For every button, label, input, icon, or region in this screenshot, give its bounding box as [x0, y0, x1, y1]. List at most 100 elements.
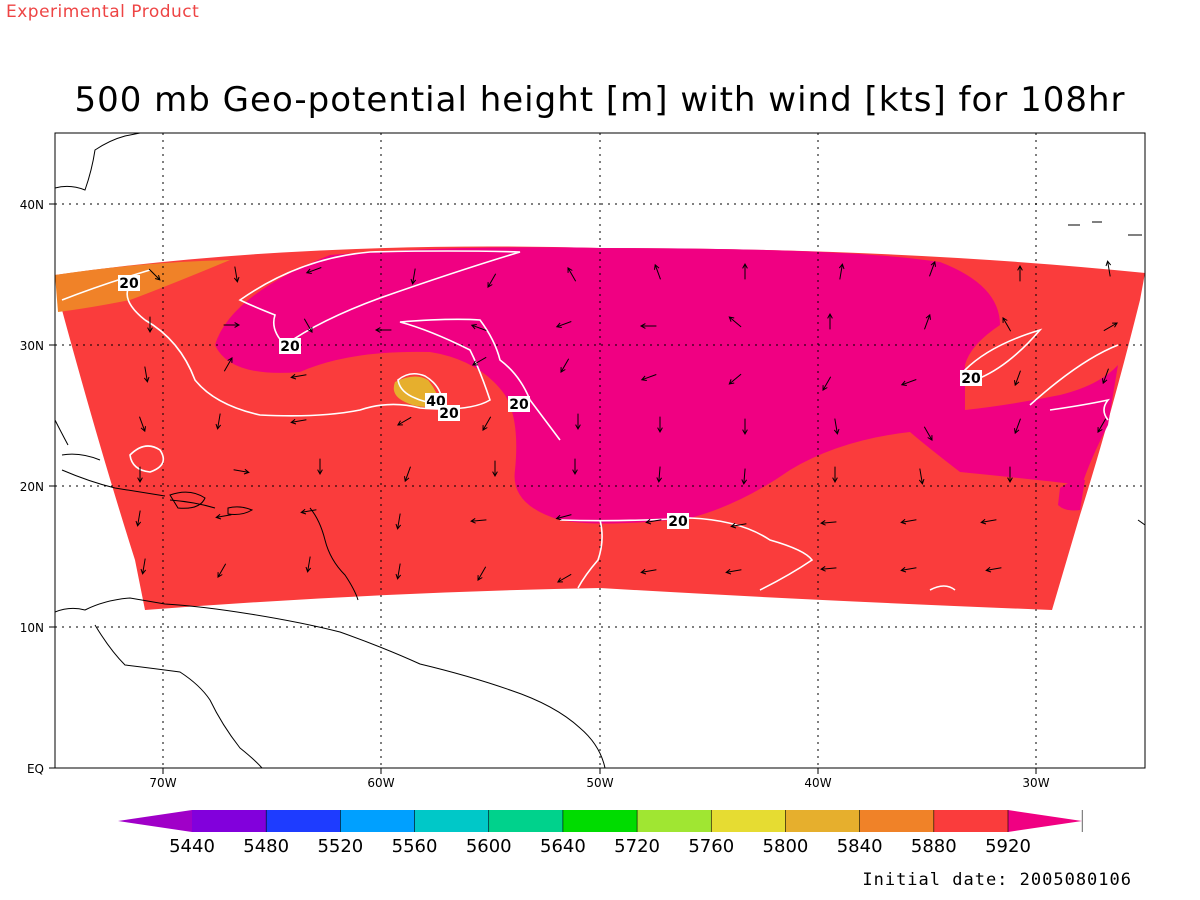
africa-coast [1137, 519, 1146, 526]
contour-20-south [559, 517, 814, 591]
lon-label-50w: 50W [586, 776, 613, 790]
puerto-rico [227, 506, 254, 515]
colorbar-swatch [933, 810, 1009, 832]
lat-axis-labels: EQ 10N 20N 30N 40N [20, 198, 44, 776]
azores [1068, 221, 1142, 236]
wind-arrow [233, 266, 240, 283]
wind-contours [61, 250, 1119, 591]
wind-arrow [639, 323, 657, 329]
wind-arrow [397, 416, 412, 426]
colorbar-swatch [785, 810, 861, 832]
wind-arrow [303, 318, 313, 333]
wind-arrow [838, 263, 845, 280]
wind-arrow [143, 366, 150, 383]
colorbar-tick-label: 5440 [169, 836, 215, 857]
wind-arrow [833, 418, 840, 435]
contour-20-far-east [1029, 344, 1119, 421]
colorbar-swatch [859, 810, 935, 832]
wind-arrow [924, 313, 931, 330]
wind-arrow [555, 514, 572, 521]
wind-arrow [135, 510, 142, 527]
wind-arrow [1007, 466, 1013, 484]
wind-arrow [290, 418, 307, 425]
wind-arrow [404, 466, 411, 483]
wind-arrow [1002, 317, 1012, 332]
lon-label-30w: 30W [1022, 776, 1049, 790]
colorbar-swatch [488, 810, 564, 832]
shade-above-5920-region [215, 247, 1118, 524]
wind-arrow [1014, 418, 1021, 435]
shade-above-5920-notch [1058, 479, 1085, 511]
wind-arrow [827, 312, 833, 330]
contour-label: 20 [119, 276, 139, 292]
graticule [55, 133, 1145, 768]
wind-arrow [1103, 322, 1118, 332]
wind-arrow [410, 268, 417, 285]
wind-arrow [654, 263, 661, 280]
wind-arrow [395, 513, 402, 530]
lon-label-60w: 60W [367, 776, 394, 790]
south-america-interior [94, 624, 263, 769]
colorbar-swatch [562, 810, 638, 832]
lat-label-10n: 10N [20, 621, 44, 635]
wind-arrow [290, 373, 307, 380]
wind-arrow [640, 568, 657, 575]
wind-arrow [923, 426, 933, 441]
wind-arrow [985, 566, 1002, 573]
wind-arrow [657, 416, 663, 434]
colorbar-tick-label: 5640 [540, 836, 586, 857]
wind-arrow [148, 268, 161, 281]
coastlines [54, 132, 1146, 769]
wind-arrow [233, 468, 250, 475]
wind-arrow [980, 518, 997, 525]
lesser-antilles [309, 507, 359, 601]
contour-label: 20 [280, 339, 300, 355]
contour-20-central [144, 318, 561, 441]
wind-arrow [822, 376, 832, 391]
colorbar-swatch [340, 810, 416, 832]
wind-arrow [140, 558, 147, 575]
wind-arrow [656, 466, 663, 483]
wind-arrow [482, 416, 492, 431]
colorbar-tick-label: 5800 [763, 836, 809, 857]
wind-arrow [832, 466, 838, 484]
contour-20-loop [129, 445, 165, 473]
contour-label-group: 20 20 20 20 20 40 20 [118, 275, 982, 530]
contour-label: 20 [439, 406, 459, 422]
wind-arrow [477, 566, 487, 581]
wind-arrow [300, 508, 317, 515]
lat-label-20n: 20N [20, 480, 44, 494]
colorbar-swatch [637, 810, 712, 832]
wind-arrow [741, 468, 748, 485]
colorbar-tick-label: 5600 [466, 836, 512, 857]
lon-label-40w: 40W [804, 776, 831, 790]
wind-arrow [223, 322, 241, 328]
colorbar-swatch [266, 810, 341, 832]
wind-arrow [742, 418, 748, 436]
contour-label: 20 [668, 514, 688, 530]
wind-arrow [487, 273, 497, 288]
wind-arrow [470, 324, 487, 331]
wind-arrow [900, 379, 917, 386]
wind-arrow [139, 416, 146, 433]
lat-label-40n: 40N [20, 198, 44, 212]
lat-label-eq: EQ [27, 762, 44, 776]
wind-arrow [1097, 418, 1107, 433]
shade-5880-region [55, 260, 230, 312]
colorbar-low-arrow [118, 810, 192, 832]
wind-arrow [820, 565, 837, 572]
cuba [61, 453, 101, 461]
wind-arrow [215, 513, 232, 520]
wind-arrow [725, 568, 742, 575]
chart-title: 500 mb Geo-potential height [m] with win… [74, 80, 1126, 120]
wind-arrow [730, 522, 747, 529]
wind-arrow [918, 468, 925, 485]
axis-ticks [49, 203, 1037, 774]
colorbar-tick-label: 5560 [392, 836, 438, 857]
colorbar-swatch [414, 810, 490, 832]
initial-date: Initial date: 2005080106 [862, 870, 1132, 890]
south-america-coast [54, 597, 606, 769]
wind-arrow [820, 519, 837, 526]
wind-arrow [147, 316, 153, 334]
